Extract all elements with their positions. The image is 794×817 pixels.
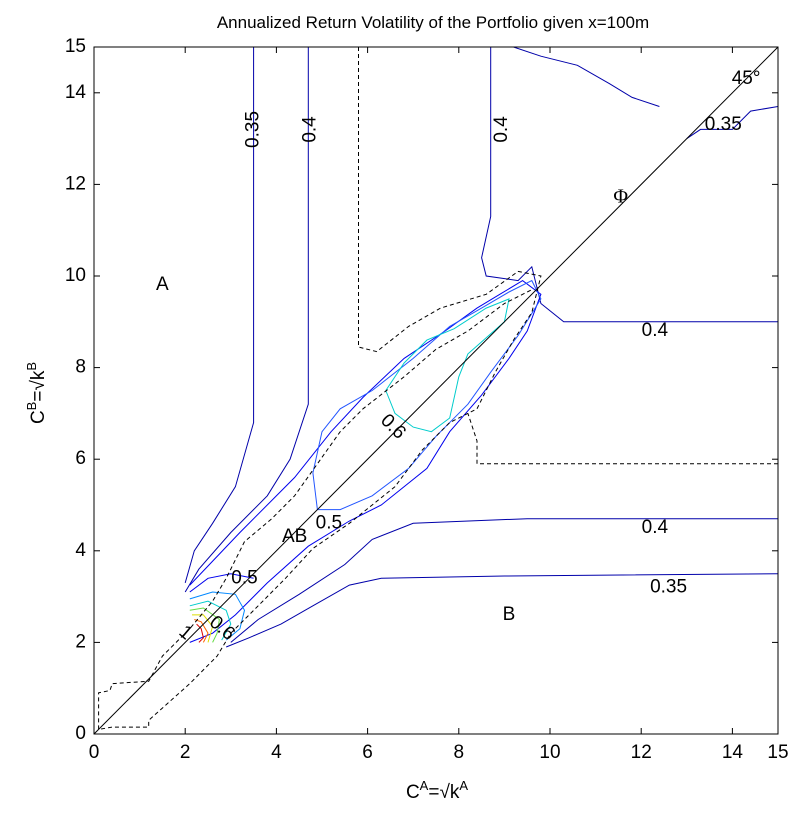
x-tick-label: 0 (89, 742, 100, 763)
contour-line-10 (189, 573, 254, 593)
y-tick-label: 12 (65, 173, 86, 194)
contour-line-9 (385, 298, 510, 433)
diagonal-line (93, 46, 779, 735)
y-tick-label: 0 (75, 723, 86, 744)
contour-line-7 (189, 279, 542, 643)
contour-line-5 (686, 106, 778, 140)
contour-line-2 (226, 573, 778, 648)
contour-line-16 (196, 623, 204, 643)
x-tick-label: 14 (722, 742, 744, 763)
contour-label-6: 0.5 (316, 512, 342, 533)
contour-label-1: 0.4 (300, 116, 321, 143)
y-tick-label: 4 (75, 540, 86, 561)
contour-line-3 (230, 518, 778, 643)
contour-line-0 (184, 47, 255, 584)
y-tick-label: 14 (65, 82, 87, 103)
contour-line-15 (194, 619, 209, 643)
phi-label: Φ (613, 186, 628, 208)
contour-line-13 (189, 607, 220, 643)
contour-line-8 (312, 279, 542, 511)
contour-line-11 (189, 591, 246, 641)
region-boundary-17 (98, 47, 542, 730)
chart-title: Annualized Return Volatility of the Port… (217, 13, 649, 32)
y-tick-label: 10 (65, 265, 86, 286)
y-tick-label: 6 (75, 448, 86, 469)
y-tick-label: 2 (75, 631, 86, 652)
plot-frame (93, 46, 779, 735)
contour-label-8: 0.5 (231, 567, 257, 588)
contour-line-1 (184, 47, 309, 593)
contour-label-0: 0.35 (243, 111, 264, 148)
contour-line-14 (192, 614, 214, 643)
x-tick-label: 8 (454, 742, 465, 763)
contour-line-6 (513, 47, 660, 107)
y-axis-label: CB=√kB (24, 362, 49, 424)
contour-label-2: 0.4 (491, 116, 512, 143)
x-tick-label: 6 (362, 742, 373, 763)
diagonal-angle-label: 45° (732, 68, 761, 89)
x-tick-label: 15 (767, 742, 788, 763)
x-tick-label: 10 (539, 742, 560, 763)
x-tick-label: 4 (271, 742, 282, 763)
region-boundary-19 (467, 413, 778, 465)
contour-label-7: 0.4 (642, 517, 669, 538)
contour-line-4 (481, 47, 778, 323)
contour-label-9: 0.35 (650, 576, 687, 597)
contour-label-3: 0.35 (705, 114, 742, 135)
contour-label-4: 0.4 (642, 320, 669, 341)
y-tick-label: 8 (75, 357, 86, 378)
contour-line-12 (189, 600, 232, 641)
region-label-a: A (156, 274, 169, 295)
x-tick-label: 2 (180, 742, 191, 763)
x-axis-label: CA=√kA (406, 778, 468, 803)
region-label-ab: AB (282, 526, 307, 547)
y-tick-label: 15 (65, 36, 86, 57)
x-tick-label: 12 (631, 742, 652, 763)
plot-area: 0.35 0.4 0.4 0.350.40.60.5 0.40.5 0.350.61AAB… (65, 36, 789, 763)
region-label-b: B (503, 604, 516, 625)
region-boundary-18 (98, 289, 533, 730)
